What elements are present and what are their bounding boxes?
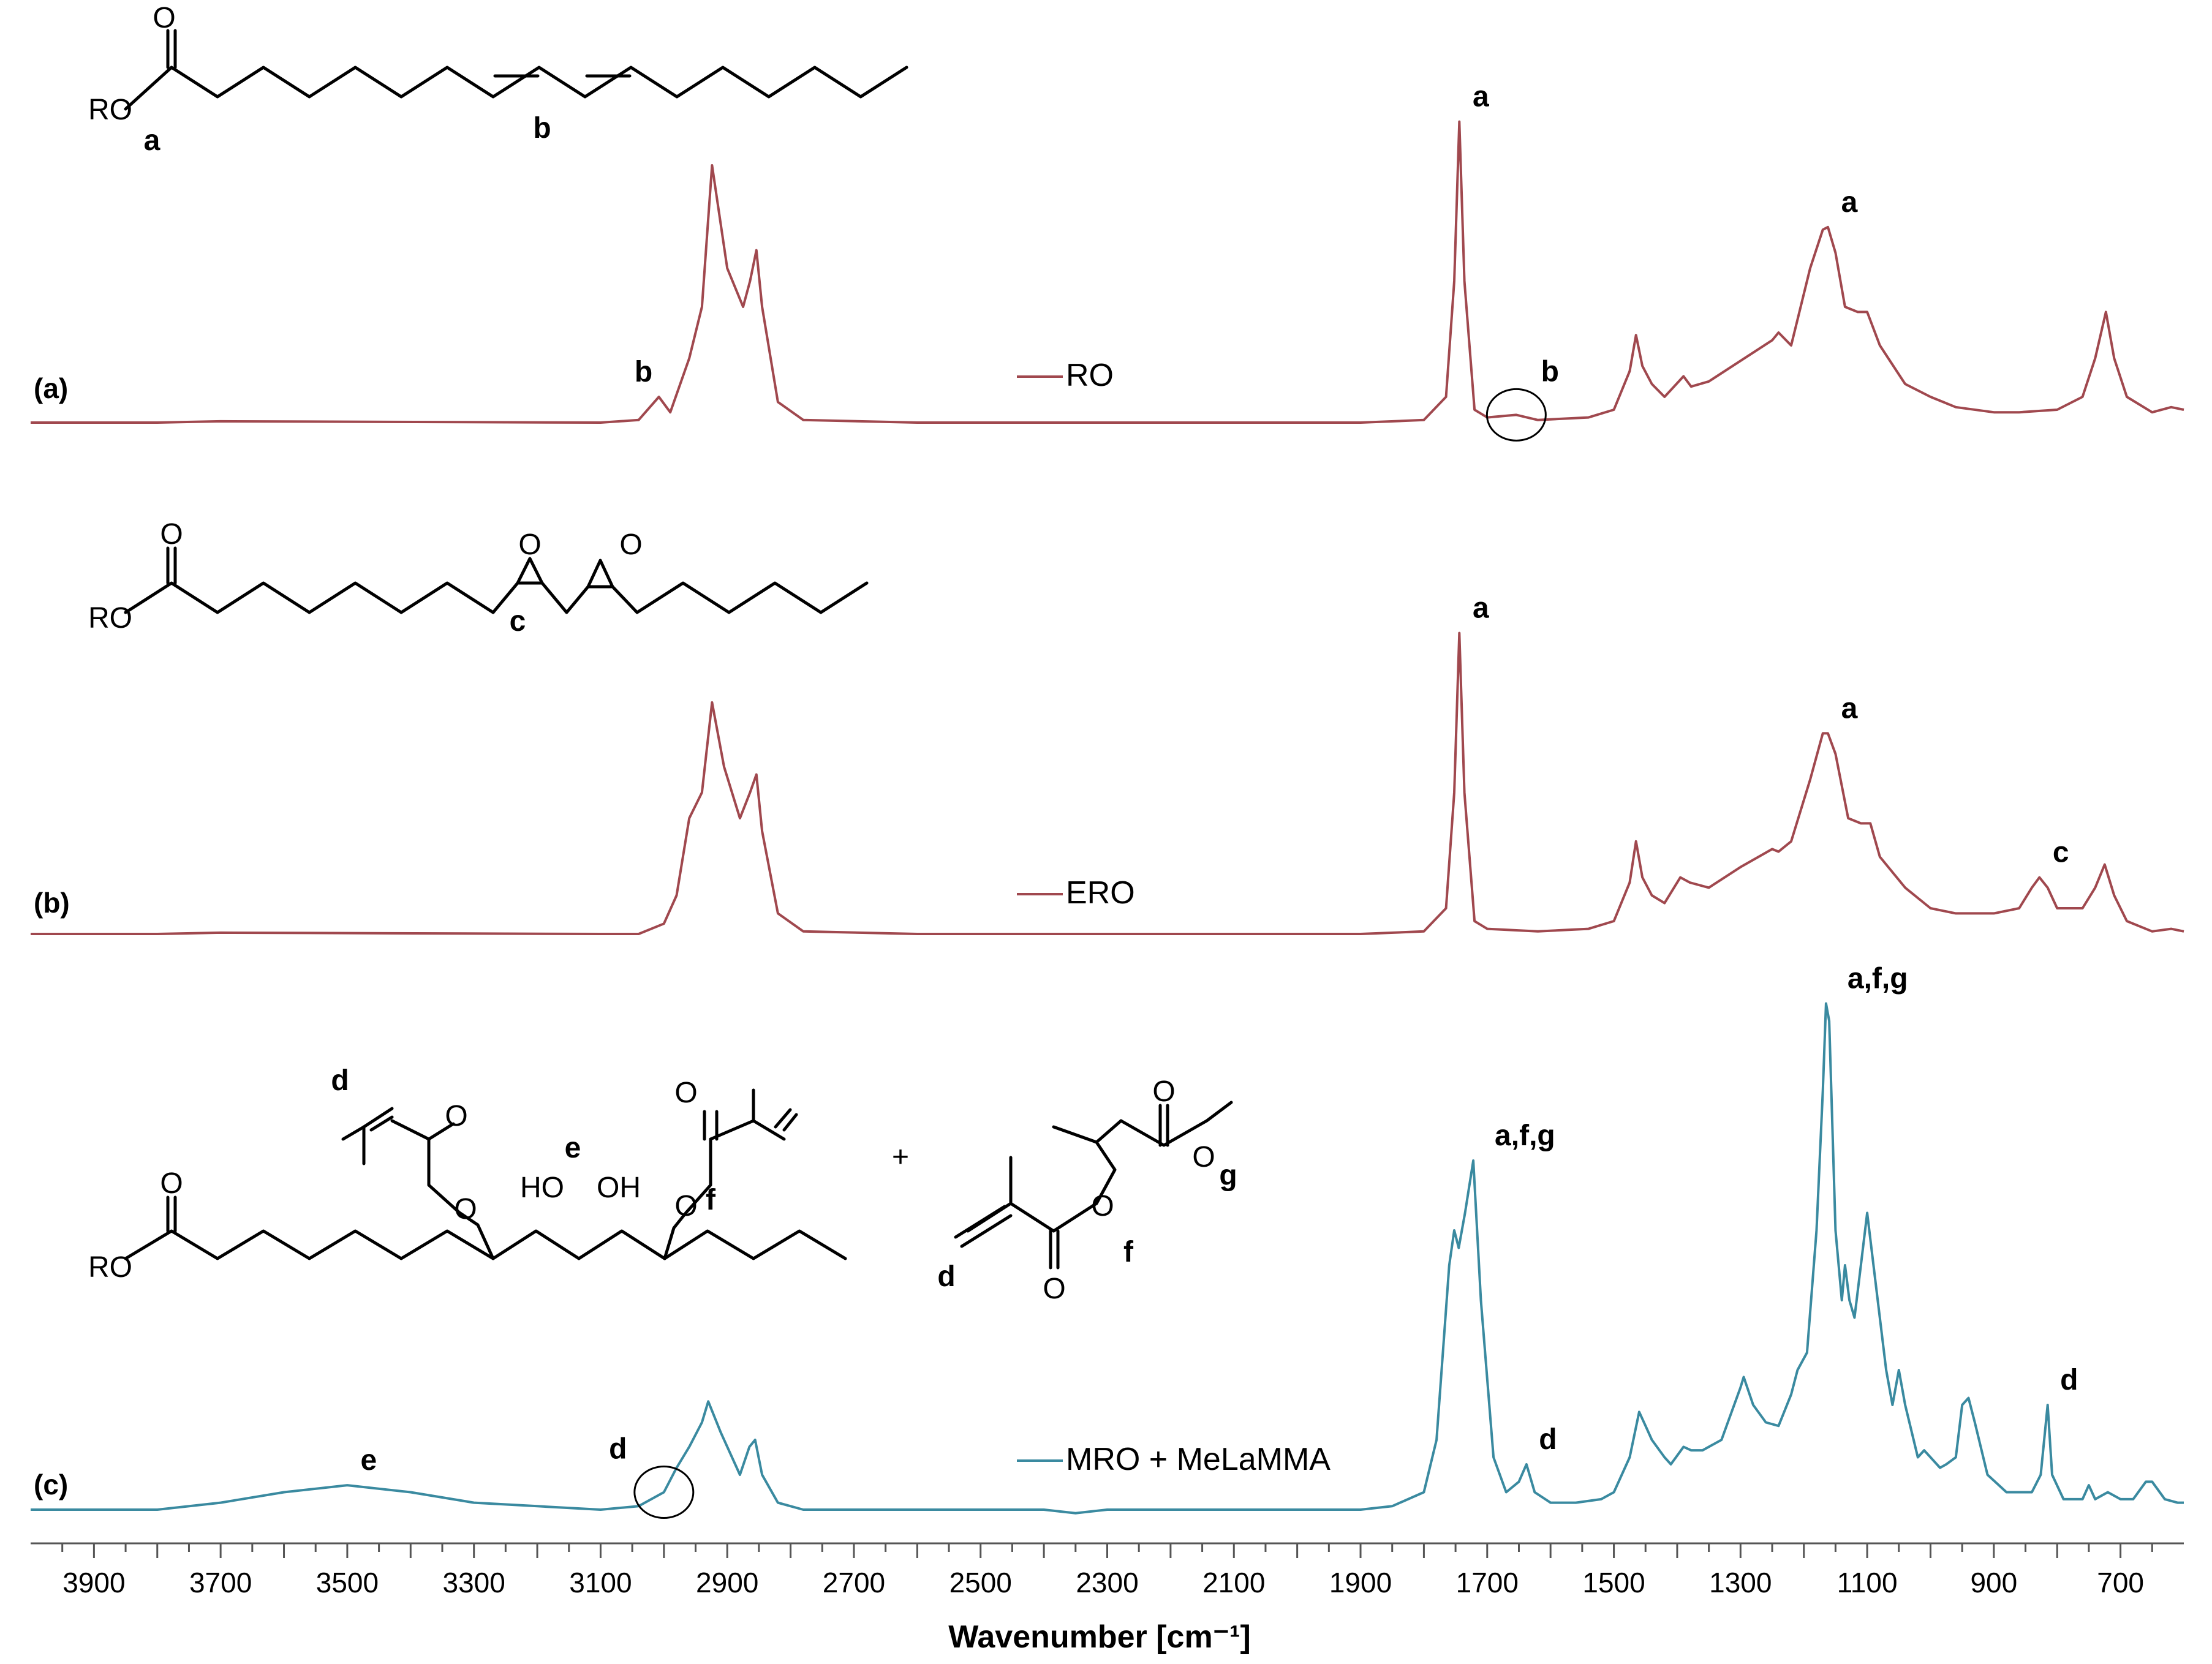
ero-site-c-label: c	[510, 605, 526, 638]
x-tick-label: 1500	[1582, 1567, 1645, 1598]
x-tick-label: 1100	[1837, 1567, 1898, 1598]
peak-label: d	[609, 1433, 627, 1466]
highlight-circle	[633, 1466, 695, 1519]
highlight-circle	[1485, 388, 1547, 442]
ro-carbonyl-o-label: O	[153, 2, 175, 34]
x-axis-ticks: 3900 3700 3500 3300 3100 2900 2700 2500 2300 2100…	[61, 1543, 2153, 1598]
x-tick-label: 2700	[823, 1567, 885, 1598]
peak-label: b	[1541, 355, 1559, 388]
mro-carbonyl-o-label: O	[160, 1167, 183, 1200]
mro-methacrylate1-o-label: O	[445, 1100, 467, 1132]
melamma-carbonyl2-o-label: O	[1043, 1273, 1065, 1305]
ro-structure: O RO a b	[88, 2, 908, 157]
mro-structure: O RO O O HO OH O O d e f	[88, 1064, 847, 1284]
series-line-ro	[31, 120, 2184, 424]
x-tick-label: 3100	[569, 1567, 632, 1598]
melamma-structure: O O O O d f g	[937, 1075, 1237, 1305]
legend-label: MRO + MeLaMMA	[1066, 1442, 1331, 1477]
melamma-site-f-label: f	[1123, 1236, 1134, 1268]
x-tick-label: 2900	[696, 1567, 758, 1598]
mro-ester2-o-label: O	[674, 1190, 697, 1222]
x-tick-label: 3900	[62, 1567, 125, 1598]
mro-methacrylate2-o-label: O	[674, 1077, 697, 1109]
series-line-ero	[31, 631, 2184, 935]
mro-oh-label: OH	[597, 1172, 641, 1204]
melamma-ester-o-label: O	[1192, 1141, 1215, 1173]
legend-label: RO	[1066, 358, 1114, 393]
spectra-layer: RO ERO MRO + MeLaMMA b a b a a a c e d a,f,g d a,f,g d	[31, 81, 2184, 1519]
x-tick-label: 3700	[189, 1567, 252, 1598]
ero-epoxide1-o-label: O	[518, 529, 541, 561]
ero-structure: O O O RO c	[88, 518, 869, 638]
x-tick-label: 2100	[1202, 1567, 1265, 1598]
melamma-linking-o-label: O	[1091, 1190, 1114, 1222]
mro-ester1-o-label: O	[454, 1193, 477, 1225]
x-tick-label: 3500	[316, 1567, 379, 1598]
ro-site-b-label: b	[533, 112, 551, 145]
x-tick-label: 1300	[1709, 1567, 1772, 1598]
peak-label: d	[1539, 1423, 1557, 1456]
peak-label: d	[2060, 1364, 2078, 1396]
x-axis-title: Wavenumber [cm⁻¹]	[948, 1619, 1251, 1655]
peak-label: a,f,g	[1495, 1120, 1555, 1152]
peak-label: a	[1473, 592, 1489, 625]
panel-label-b: (b)	[34, 887, 70, 919]
series-line-mro-melamma	[31, 1002, 2184, 1515]
ero-epoxide2-o-label: O	[619, 529, 642, 561]
x-tick-label: 3300	[443, 1567, 505, 1598]
mro-site-f-label: f	[706, 1184, 716, 1216]
x-axis: 3900 3700 3500 3300 3100 2900 2700 2500 2300 2100…	[31, 1542, 2184, 1655]
ro-site-a-label: a	[144, 124, 160, 157]
x-tick-label: 1900	[1329, 1567, 1392, 1598]
mro-site-e-label: e	[565, 1132, 581, 1164]
mro-ester-label: RO	[88, 1251, 132, 1284]
x-tick-label: 1700	[1456, 1567, 1519, 1598]
melamma-carbonyl1-o-label: O	[1152, 1075, 1175, 1108]
ero-ester-label: RO	[88, 602, 132, 634]
peak-label: b	[635, 356, 652, 388]
panel-label-c: (c)	[34, 1469, 68, 1500]
peak-label: c	[2053, 837, 2069, 869]
panel-label-a: (a)	[34, 372, 68, 404]
peak-label: a	[1841, 692, 1858, 725]
x-tick-label: 700	[2097, 1567, 2144, 1598]
ero-carbonyl-o-label: O	[160, 518, 183, 551]
melamma-site-d-label: d	[937, 1260, 955, 1293]
legend-label: ERO	[1066, 875, 1135, 911]
x-tick-label: 2500	[949, 1567, 1012, 1598]
mro-site-d-label: d	[331, 1064, 349, 1097]
peak-label: e	[361, 1444, 377, 1477]
peak-label: a	[1473, 81, 1489, 113]
x-tick-label: 900	[1970, 1567, 2017, 1598]
plus-sign: +	[892, 1141, 909, 1173]
peak-label: a,f,g	[1848, 963, 1908, 995]
peak-label: a	[1841, 186, 1858, 219]
melamma-site-g-label: g	[1219, 1159, 1237, 1192]
ro-ester-label: RO	[88, 94, 132, 126]
mro-ho-label: HO	[520, 1172, 564, 1204]
x-tick-label: 2300	[1076, 1567, 1138, 1598]
